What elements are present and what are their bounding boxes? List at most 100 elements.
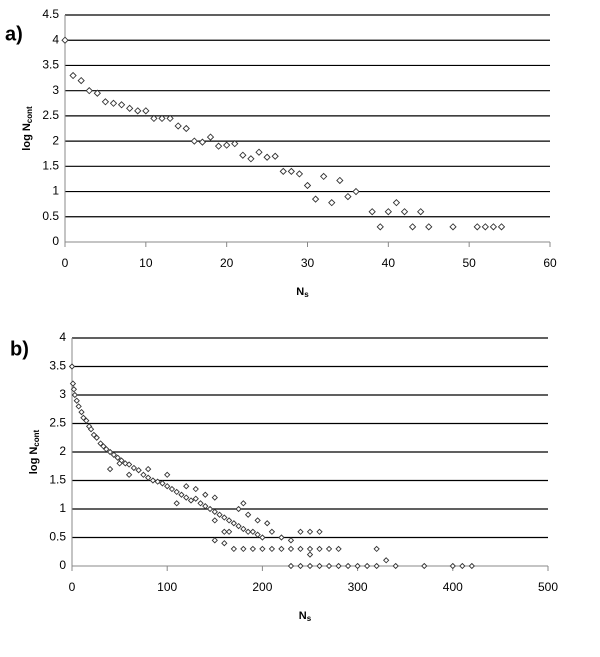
x-axis-label-sub: s	[307, 614, 312, 623]
x-tick-label: 500	[538, 580, 558, 594]
point	[459, 562, 466, 570]
point	[85, 87, 93, 95]
point	[316, 562, 323, 570]
point	[110, 451, 118, 458]
x-tick-label: 60	[543, 256, 557, 270]
point	[335, 545, 342, 553]
point	[90, 431, 98, 439]
point	[183, 494, 190, 501]
point	[249, 545, 257, 553]
point	[135, 467, 142, 474]
point	[145, 465, 152, 473]
point	[325, 545, 333, 553]
point	[400, 208, 409, 216]
point	[223, 141, 231, 149]
point	[168, 485, 176, 493]
point	[182, 124, 190, 133]
point	[373, 562, 380, 570]
point	[117, 101, 126, 109]
point	[235, 522, 242, 530]
point	[173, 500, 180, 507]
point	[202, 503, 209, 510]
y-tick-label: 1.5	[49, 473, 66, 487]
point	[164, 483, 171, 490]
point	[221, 514, 228, 521]
point	[306, 562, 314, 570]
y-tick-label: 1	[59, 501, 66, 515]
point	[225, 517, 233, 524]
point	[259, 545, 266, 553]
point	[178, 491, 185, 498]
point	[278, 545, 285, 553]
point	[264, 520, 271, 527]
point	[249, 528, 257, 535]
point	[316, 528, 323, 535]
point	[77, 76, 85, 85]
point	[352, 187, 360, 196]
point	[173, 488, 180, 496]
point	[230, 520, 237, 527]
point	[278, 534, 285, 541]
point	[126, 104, 134, 112]
point	[216, 511, 223, 518]
point	[244, 528, 252, 535]
point	[114, 454, 121, 461]
point	[335, 562, 342, 570]
x-tick-label: 10	[139, 256, 153, 270]
point	[384, 208, 392, 216]
point	[392, 199, 401, 207]
y-tick-label: 4.5	[42, 7, 59, 21]
point	[69, 71, 77, 80]
point	[240, 500, 247, 507]
point	[87, 426, 95, 433]
point	[80, 414, 87, 421]
x-tick-label: 200	[252, 580, 272, 594]
point	[297, 528, 304, 535]
panel-label: b)	[10, 338, 29, 360]
y-tick-label: 2.5	[49, 416, 66, 430]
point	[473, 223, 481, 231]
point	[100, 443, 107, 450]
x-axis-label-main: N	[299, 610, 307, 622]
y-tick-label: 0.5	[49, 530, 66, 544]
y-tick-label: 1.5	[42, 159, 59, 173]
y-tick-label: 3	[59, 387, 66, 401]
point	[297, 545, 304, 553]
y-axis-label-sub: cont	[32, 429, 41, 446]
y-tick-label: 0	[52, 234, 59, 248]
point	[268, 528, 276, 535]
x-axis-label: Ns	[299, 610, 312, 623]
point	[336, 176, 344, 185]
x-tick-label: 100	[157, 580, 177, 594]
point	[145, 474, 152, 481]
point	[214, 142, 223, 150]
point	[134, 107, 142, 115]
point	[158, 114, 166, 123]
point	[197, 500, 204, 507]
x-tick-label: 400	[443, 580, 463, 594]
point	[93, 434, 100, 441]
point	[116, 460, 123, 467]
y-tick-label: 2	[59, 444, 66, 458]
point	[425, 223, 433, 231]
point	[97, 440, 104, 447]
point	[240, 545, 247, 553]
point	[192, 495, 199, 502]
point	[106, 465, 114, 473]
point	[206, 133, 215, 141]
point	[71, 391, 78, 399]
point	[166, 114, 174, 123]
x-axis-label: Ns	[296, 286, 309, 299]
point	[481, 223, 489, 231]
point	[255, 148, 263, 156]
y-axis-label-sub: cont	[25, 106, 34, 123]
point	[140, 471, 147, 478]
point	[206, 505, 214, 513]
point	[73, 397, 80, 404]
point	[202, 491, 209, 498]
point	[69, 380, 77, 387]
point	[225, 528, 233, 535]
point	[247, 155, 255, 163]
x-axis-label-main: N	[296, 286, 304, 298]
point	[125, 461, 133, 468]
